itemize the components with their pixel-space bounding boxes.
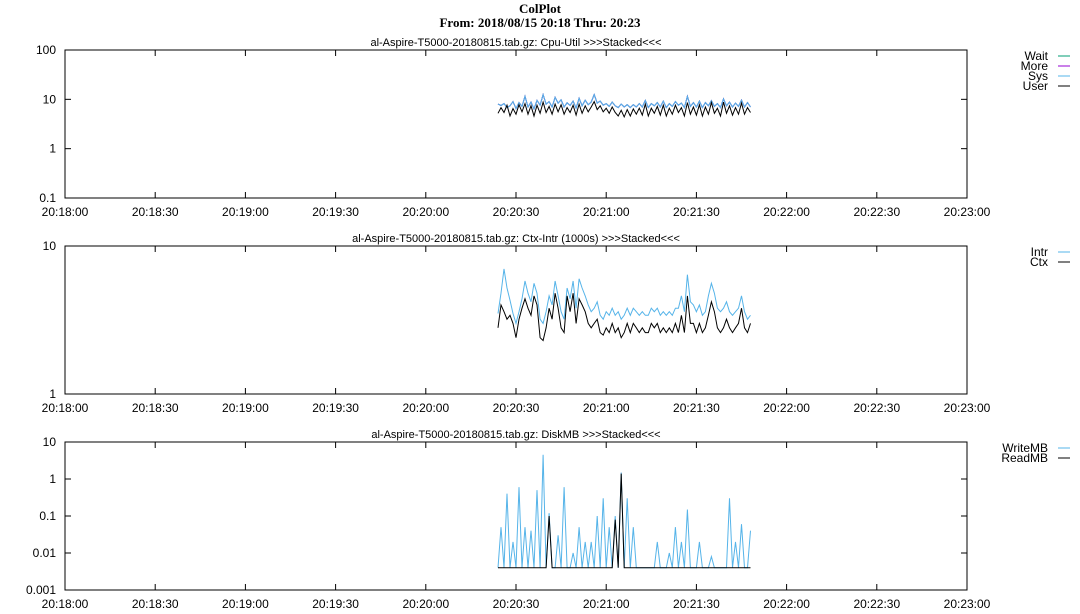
legend-label: User [1023,79,1048,93]
legend-label: More [1021,59,1049,73]
x-tick-label: 20:18:30 [132,401,179,415]
series-line-sys [497,92,751,111]
x-tick-label: 20:21:30 [673,205,720,219]
x-tick-label: 20:19:00 [222,205,269,219]
y-tick-label: 0.001 [26,583,56,597]
legend-label: Sys [1028,69,1048,83]
x-tick-label: 20:21:00 [583,597,630,611]
chart-panel: al-Aspire-T5000-20180815.tab.gz: Cpu-Uti… [36,37,1070,219]
x-tick-label: 20:19:00 [222,401,269,415]
x-tick-label: 20:19:30 [312,401,359,415]
x-tick-label: 20:21:00 [583,205,630,219]
series-line-ctx [497,293,751,342]
x-tick-label: 20:20:00 [402,205,449,219]
x-tick-label: 20:20:30 [493,401,540,415]
chart-title: al-Aspire-T5000-20180815.tab.gz: Cpu-Uti… [370,37,661,49]
x-tick-label: 20:18:00 [42,205,89,219]
chart-title: al-Aspire-T5000-20180815.tab.gz: DiskMB … [371,429,660,441]
chart-panel: al-Aspire-T5000-20180815.tab.gz: DiskMB … [26,429,1070,611]
x-tick-label: 20:20:30 [493,597,540,611]
y-tick-label: 0.1 [39,191,56,205]
y-tick-label: 1 [49,142,56,156]
x-tick-label: 20:19:30 [312,597,359,611]
y-tick-label: 10 [43,435,57,449]
series-line-user [497,100,751,119]
y-tick-label: 1 [49,387,56,401]
y-tick-label: 1 [49,472,56,486]
series-line-intr [497,268,751,326]
x-tick-label: 20:22:00 [763,401,810,415]
x-tick-label: 20:19:30 [312,205,359,219]
x-tick-label: 20:22:30 [853,401,900,415]
x-tick-label: 20:18:00 [42,597,89,611]
legend-label: Intr [1031,245,1048,259]
plot-frame [64,245,968,395]
page-title: ColPlot [519,1,561,16]
y-tick-label: 10 [43,239,57,253]
x-tick-label: 20:22:30 [853,205,900,219]
series-line-writemb [497,454,751,569]
x-tick-label: 20:18:00 [42,401,89,415]
legend-label: ReadMB [1001,451,1048,465]
x-tick-label: 20:23:00 [944,205,991,219]
x-tick-label: 20:20:00 [402,597,449,611]
x-tick-label: 20:18:30 [132,597,179,611]
y-tick-label: 100 [36,43,56,57]
x-tick-label: 20:21:00 [583,401,630,415]
legend-label: Ctx [1030,255,1048,269]
x-tick-label: 20:22:00 [763,597,810,611]
x-tick-label: 20:22:00 [763,205,810,219]
x-tick-label: 20:21:30 [673,597,720,611]
chart-title: al-Aspire-T5000-20180815.tab.gz: Ctx-Int… [352,233,680,245]
plot-frame [64,49,968,199]
x-tick-label: 20:21:30 [673,401,720,415]
y-tick-label: 0.1 [39,509,56,523]
series-line-readmb [498,473,751,569]
x-tick-label: 20:20:00 [402,401,449,415]
x-tick-label: 20:19:00 [222,597,269,611]
x-tick-label: 20:23:00 [944,401,991,415]
chart-panel: al-Aspire-T5000-20180815.tab.gz: Ctx-Int… [42,233,1070,415]
x-tick-label: 20:18:30 [132,205,179,219]
legend-label: Wait [1024,49,1048,63]
y-tick-label: 0.01 [33,546,57,560]
x-tick-label: 20:23:00 [944,597,991,611]
legend-label: WriteMB [1002,441,1048,455]
y-tick-label: 10 [43,92,57,106]
page-subtitle: From: 2018/08/15 20:18 Thru: 20:23 [439,15,641,30]
x-tick-label: 20:20:30 [493,205,540,219]
x-tick-label: 20:22:30 [853,597,900,611]
